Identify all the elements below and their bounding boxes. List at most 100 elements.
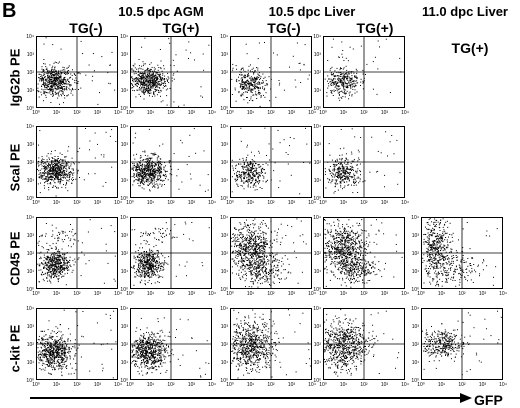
y-tick-label: 10⁰	[220, 378, 228, 384]
row-label: c-kit PE	[7, 324, 23, 372]
group-title-liver-11-0: 11.0 dpc Liver	[422, 4, 508, 19]
y-tick-label: 10⁰	[26, 196, 34, 202]
x-tick-label: 10³	[479, 291, 487, 297]
x-tick-label: 10⁴	[114, 200, 122, 206]
y-tick-label: 10²	[412, 251, 420, 257]
x-tick-label: 10³	[94, 382, 102, 388]
x-tick-label: 10¹	[340, 110, 348, 116]
y-tick-label: 10³	[221, 324, 229, 330]
x-tick-label: 10⁰	[226, 110, 234, 116]
x-tick-label: 10¹	[438, 382, 446, 388]
x-tick-label: 10³	[188, 110, 196, 116]
x-tick-label: 10⁰	[126, 382, 134, 388]
x-tick-label: 10¹	[53, 382, 61, 388]
x-tick-label: 10³	[381, 200, 389, 206]
event-dots	[37, 128, 117, 197]
y-tick-label: 10²	[314, 251, 322, 257]
x-tick-label: 10⁰	[32, 382, 40, 388]
y-tick-label: 10⁴	[220, 34, 228, 40]
event-dots	[422, 310, 502, 376]
y-tick-label: 10⁰	[26, 106, 34, 112]
x-tick-label: 10⁰	[32, 200, 40, 206]
x-tick-label: 10²	[360, 200, 368, 206]
y-tick-label: 10⁴	[220, 306, 228, 312]
x-tick-label: 10⁰	[32, 110, 40, 116]
y-tick-label: 10⁰	[313, 287, 321, 293]
y-tick-label: 10⁴	[313, 34, 321, 40]
x-tick-label: 10⁰	[319, 200, 327, 206]
x-tick-label: 10³	[381, 382, 389, 388]
y-tick-label: 10²	[121, 342, 129, 348]
y-tick-label: 10³	[27, 324, 35, 330]
y-tick-label: 10⁴	[220, 215, 228, 221]
x-tick-label: 10³	[188, 382, 196, 388]
x-tick-label: 10¹	[247, 200, 255, 206]
y-tick-label: 10⁰	[220, 196, 228, 202]
event-dots	[131, 317, 210, 378]
event-dots	[37, 309, 117, 379]
x-tick-label: 10⁰	[226, 200, 234, 206]
x-tick-label: 10²	[267, 291, 275, 297]
row-label: Scal PE	[7, 143, 23, 191]
x-tick-label: 10⁴	[208, 291, 216, 297]
y-tick-label: 10⁴	[313, 124, 321, 130]
x-tick-label: 10³	[188, 291, 196, 297]
x-tick-label: 10³	[94, 200, 102, 206]
x-tick-label: 10²	[167, 110, 175, 116]
row-label-wrapper: CD45 PE	[5, 219, 25, 297]
y-tick-label: 10¹	[221, 88, 229, 94]
x-tick-label: 10⁴	[401, 291, 409, 297]
y-tick-label: 10²	[221, 160, 229, 166]
row-label: CD45 PE	[7, 230, 23, 286]
x-tick-label: 10⁴	[499, 291, 507, 297]
x-tick-label: 10¹	[340, 200, 348, 206]
y-tick-label: 10¹	[314, 88, 322, 94]
y-tick-label: 10²	[121, 251, 129, 257]
y-tick-label: 10³	[221, 233, 229, 239]
x-tick-label: 10³	[381, 110, 389, 116]
y-tick-label: 10⁴	[220, 124, 228, 130]
y-tick-label: 10⁴	[120, 215, 128, 221]
y-tick-label: 10²	[27, 251, 35, 257]
x-tick-label: 10²	[458, 291, 466, 297]
y-tick-label: 10⁰	[313, 196, 321, 202]
y-tick-label: 10²	[121, 160, 129, 166]
x-tick-label: 10⁴	[308, 291, 316, 297]
y-tick-label: 10⁴	[120, 34, 128, 40]
y-tick-label: 10⁰	[411, 287, 419, 293]
x-tick-label: 10²	[167, 382, 175, 388]
x-tick-label: 10¹	[147, 110, 155, 116]
x-tick-label: 10⁴	[308, 382, 316, 388]
y-tick-label: 10²	[412, 342, 420, 348]
x-axis-label: GFP	[474, 392, 503, 408]
event-dots	[131, 221, 210, 286]
y-tick-label: 10²	[27, 160, 35, 166]
y-tick-label: 10⁰	[313, 378, 321, 384]
y-tick-label: 10⁴	[26, 124, 34, 130]
x-tick-label: 10⁴	[401, 110, 409, 116]
x-tick-label: 10⁴	[308, 200, 316, 206]
y-tick-label: 10⁰	[411, 378, 419, 384]
y-tick-label: 10¹	[412, 269, 420, 275]
x-tick-label: 10¹	[438, 291, 446, 297]
y-tick-label: 10³	[221, 52, 229, 58]
x-tick-label: 10⁴	[114, 110, 122, 116]
x-tick-label: 10⁴	[208, 110, 216, 116]
x-tick-label: 10²	[73, 382, 81, 388]
y-tick-label: 10²	[314, 70, 322, 76]
y-tick-label: 10²	[221, 251, 229, 257]
row-label-wrapper: IgG2b PE	[5, 38, 25, 116]
x-tick-label: 10²	[73, 291, 81, 297]
event-dots	[231, 42, 310, 107]
x-tick-label: 10²	[360, 110, 368, 116]
y-tick-label: 10¹	[221, 360, 229, 366]
event-dots	[324, 218, 403, 288]
x-tick-label: 10⁰	[319, 382, 327, 388]
event-dots	[37, 37, 116, 105]
